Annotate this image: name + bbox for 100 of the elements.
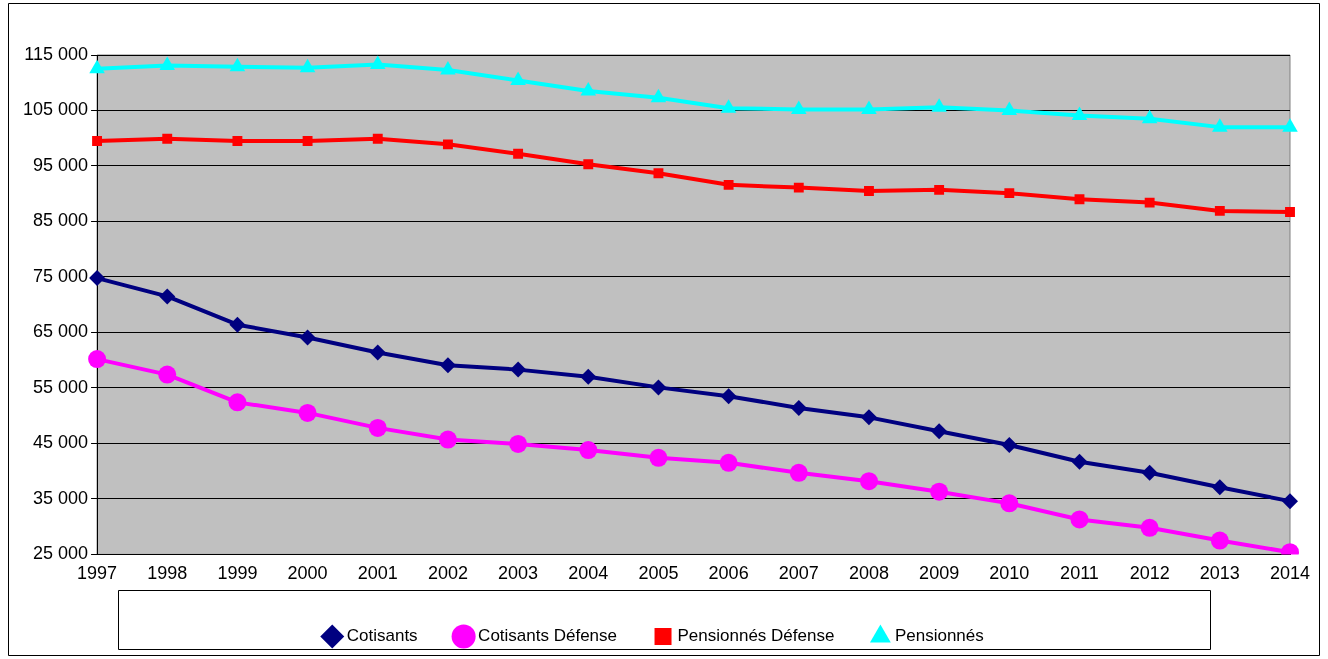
point (159, 288, 176, 305)
point (720, 99, 737, 113)
point (859, 472, 878, 491)
point (579, 441, 598, 460)
point (1070, 510, 1089, 529)
legend-label: Pensionnés Défense (677, 626, 835, 646)
point (89, 270, 106, 287)
point (793, 182, 804, 193)
point (510, 361, 527, 378)
point (1214, 205, 1225, 216)
point (719, 453, 738, 472)
point (1212, 118, 1228, 132)
point (1141, 109, 1158, 124)
point (653, 168, 664, 179)
point (1141, 464, 1158, 481)
point (229, 57, 246, 72)
point (934, 184, 945, 195)
x-tick-label: 2011 (1060, 563, 1099, 584)
x-tick-label: 1997 (77, 563, 118, 584)
legend-label: Cotisants (346, 626, 418, 646)
point (1210, 531, 1229, 550)
point (88, 350, 107, 369)
point (1282, 118, 1298, 132)
y-tick-label: 115 000 (24, 43, 89, 64)
point (1211, 479, 1228, 496)
point (158, 365, 177, 384)
point (440, 60, 456, 75)
point (931, 98, 947, 112)
point (510, 71, 526, 86)
point (1074, 194, 1085, 205)
point (162, 133, 173, 144)
y-tick-label: 85 000 (33, 210, 89, 231)
y-tick-label: 75 000 (33, 265, 89, 286)
point (92, 136, 103, 146)
point (442, 139, 453, 150)
point (299, 329, 316, 346)
y-tick-label: 95 000 (33, 154, 89, 175)
x-tick-label: 2014 (1269, 563, 1311, 584)
point (372, 133, 383, 144)
point (1144, 197, 1155, 208)
point (1004, 188, 1015, 199)
point (1140, 518, 1159, 537)
point (580, 368, 597, 385)
x-tick-label: 2005 (638, 563, 679, 584)
x-tick-label: 2006 (708, 563, 749, 584)
point (89, 59, 105, 74)
x-tick-label: 1998 (147, 563, 188, 584)
x-tick-label: 2003 (498, 563, 539, 584)
point (720, 388, 737, 405)
point (1001, 101, 1018, 115)
point (229, 316, 246, 333)
x-tick-label: 2010 (989, 563, 1030, 584)
point (513, 148, 524, 159)
point (789, 463, 808, 482)
x-tick-label: 2000 (287, 563, 328, 584)
point (860, 409, 877, 426)
y-tick-label: 65 000 (33, 321, 89, 342)
point (861, 100, 877, 114)
point (931, 423, 948, 440)
point (1285, 207, 1295, 217)
point (930, 482, 949, 501)
point (299, 58, 316, 73)
point (1282, 493, 1298, 510)
point (650, 88, 667, 103)
point (368, 418, 387, 437)
x-tick-label: 2009 (919, 563, 960, 584)
point (439, 357, 456, 374)
point (509, 434, 528, 453)
y-tick-label: 25 000 (33, 543, 89, 564)
legend-label: Cotisants Défense (478, 626, 618, 646)
point (159, 56, 176, 71)
x-tick-label: 2008 (848, 563, 889, 584)
point (228, 393, 247, 412)
point (790, 399, 807, 416)
point (232, 136, 243, 146)
point (1071, 106, 1088, 120)
x-tick-label: 2002 (427, 563, 468, 584)
x-tick-label: 2004 (568, 563, 609, 584)
point (1001, 437, 1018, 454)
x-tick-label: 2007 (778, 563, 819, 584)
point (864, 186, 874, 196)
point (583, 159, 594, 170)
point (723, 179, 734, 190)
y-tick-label: 35 000 (33, 487, 89, 508)
point (369, 55, 386, 69)
legend-label: Pensionnés (894, 626, 984, 646)
x-tick-label: 2012 (1129, 563, 1170, 584)
point (580, 82, 597, 96)
x-tick-label: 1999 (217, 563, 258, 584)
point (438, 430, 457, 449)
point (302, 136, 313, 146)
x-tick-label: 2001 (357, 563, 398, 584)
y-tick-label: 45 000 (33, 432, 89, 453)
point (649, 448, 668, 467)
point (369, 344, 386, 361)
point (1000, 494, 1019, 513)
point (650, 379, 667, 396)
x-tick-label: 2013 (1199, 563, 1240, 584)
y-tick-label: 55 000 (33, 376, 89, 397)
point (791, 100, 807, 114)
